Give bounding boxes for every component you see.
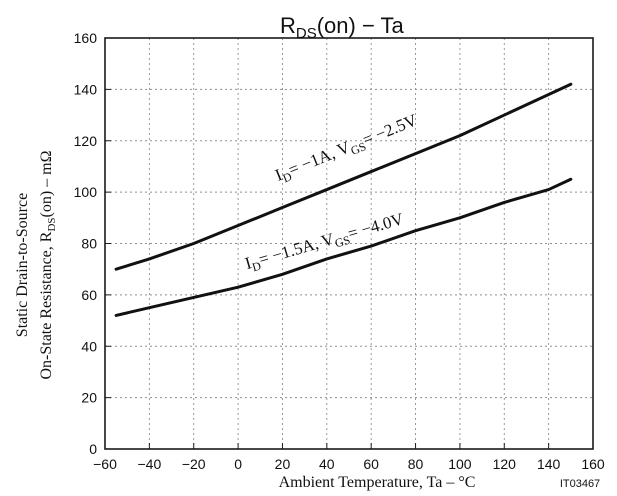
x-tick-label: 20: [275, 456, 291, 472]
y-axis-label-line-2-sub: DS: [46, 217, 58, 231]
series-label-sub: D: [250, 258, 263, 274]
y-tick-label: 20: [81, 390, 97, 406]
series-label-part: = −1.5A, V: [257, 229, 337, 269]
chart-title-main: R: [280, 13, 296, 38]
series-label-part: = −1A, V: [286, 137, 354, 179]
x-tick-label: 80: [408, 456, 424, 472]
y-tick-label: 160: [74, 30, 98, 46]
y-axis-label-group: Static Drain-to-Source On-State Resistan…: [14, 150, 58, 379]
x-axis-label: Ambient Temperature, Ta – °C: [279, 474, 476, 491]
y-axis-label-line-1: Static Drain-to-Source: [14, 193, 31, 337]
x-tick-label: −60: [93, 456, 117, 472]
x-tick-label: 100: [448, 456, 472, 472]
series-label-sub: GS: [333, 233, 352, 251]
x-tick-label: −40: [137, 456, 161, 472]
series-line-id-1a: [114, 82, 573, 271]
y-tick-label: 100: [74, 184, 98, 200]
y-tick-label: 60: [81, 287, 97, 303]
series-line-id-1-5a: [114, 177, 573, 317]
x-tick-label: 0: [234, 456, 242, 472]
chart-title: RDS(on) − Ta: [280, 13, 405, 42]
x-tick-label: 160: [581, 456, 605, 472]
y-tick-label: 140: [74, 81, 98, 97]
x-tick-label: 60: [363, 456, 379, 472]
y-tick-label: 40: [81, 338, 97, 354]
chart-title-sub: DS: [296, 25, 317, 42]
x-tick-label: 120: [493, 456, 517, 472]
y-axis-label-line-2-tail: (on) – mΩ: [38, 150, 55, 217]
y-axis-label-line-2: On-State Resistance, RDS(on) – mΩ: [38, 150, 58, 379]
series-label-id-1a: ID= −1A, VGS= −2.5V: [272, 110, 421, 187]
y-tick-label: 120: [74, 133, 98, 149]
x-tick-label: 140: [537, 456, 561, 472]
series-label-part: I: [243, 253, 254, 273]
x-tick-label: −20: [182, 456, 206, 472]
series-label-part: = −2.5V: [360, 110, 421, 149]
series-label-sub: GS: [349, 139, 368, 158]
y-axis-label-line-2-main: On-State Resistance, R: [38, 231, 55, 379]
chart-title-tail: (on) − Ta: [317, 13, 405, 38]
figure-code: IT03467: [560, 478, 600, 490]
y-tick-label: 80: [81, 236, 97, 252]
plot-layer: −60 −40 −20 0 20 40 60 80 100 120 140 160 0 20 40 60 80 1…: [74, 30, 605, 472]
x-tick-label: 40: [319, 456, 335, 472]
y-tick-label: 0: [89, 441, 97, 457]
